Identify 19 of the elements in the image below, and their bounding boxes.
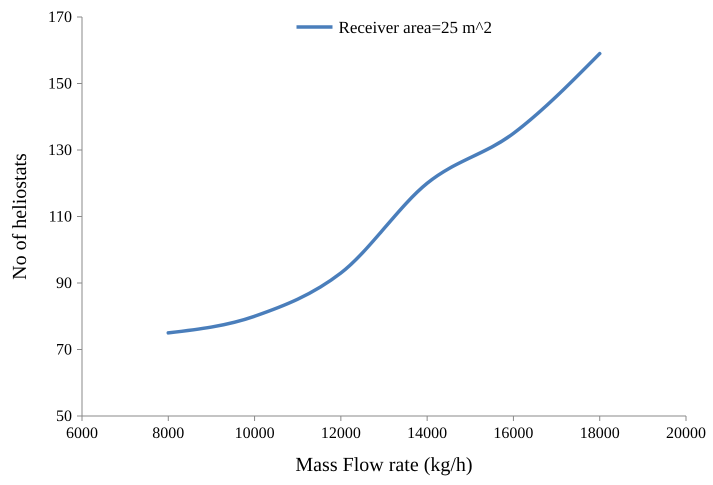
y-axis-title: No of heliostats — [9, 152, 31, 280]
y-tick-label: 150 — [48, 76, 72, 92]
x-tick-label: 8000 — [152, 425, 184, 442]
line-series — [166, 52, 602, 335]
y-tick-label: 170 — [48, 9, 72, 26]
x-tick-label: 6000 — [66, 425, 98, 442]
y-tick-label: 50 — [56, 408, 72, 425]
x-tick-label: 10000 — [234, 425, 275, 442]
y-tick-label: 70 — [56, 342, 72, 358]
x-tick-label: 12000 — [320, 425, 361, 442]
y-tick-label: 110 — [48, 208, 72, 226]
x-axis-title: Mass Flow rate (kg/h) — [295, 454, 473, 476]
x-tick-label: 18000 — [580, 425, 620, 442]
legend-label: Receiver area=25 m^2 — [338, 18, 492, 37]
y-tick-label: 90 — [56, 275, 72, 292]
x-tick-label: 14000 — [407, 425, 448, 442]
x-tick-label: 20000 — [666, 425, 706, 442]
x-tick-label: 16000 — [493, 425, 534, 442]
y-tick-label: 130 — [48, 142, 72, 159]
